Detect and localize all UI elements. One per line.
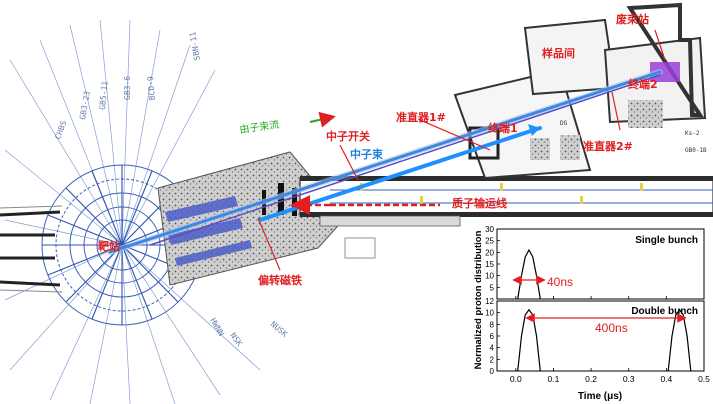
target-radial-lines	[4, 19, 261, 404]
bunch-curve-2-1	[517, 308, 541, 372]
svg-text:GB3-6: GB3-6	[123, 76, 132, 100]
sample-room-label: 样品间	[542, 46, 575, 60]
panel-title-single: Single bunch	[635, 235, 698, 246]
magnet-blocks	[165, 196, 252, 266]
y-tick-label: 8	[490, 320, 495, 329]
terminal1-label: 终端1	[488, 121, 518, 135]
beam-dump-block	[650, 62, 680, 82]
bending-magnet-label: 偏转磁铁	[258, 273, 302, 287]
collimator1-label: 准直器1#	[396, 110, 446, 124]
right-small-text: Ks-2 GB0-1B SLC DG	[560, 110, 707, 154]
y-tick-label: 25	[485, 237, 494, 246]
svg-text:SLC: SLC	[690, 110, 701, 117]
proton-beam-line-label: 质子输运线	[452, 196, 507, 210]
y-tick-label: 15	[485, 260, 494, 269]
svg-text:Ks-2: Ks-2	[685, 130, 700, 137]
y-tick-label: 20	[485, 248, 494, 257]
corridor-wall-bottom	[300, 212, 713, 217]
x-axis-label: Time (μs)	[578, 391, 622, 402]
annotation-40ns: 40ns	[547, 275, 573, 289]
neutron-switch-label: 中子开关	[326, 129, 370, 143]
y-tick-label: 5	[490, 283, 495, 292]
svg-text:GB5-11: GB5-11	[98, 80, 110, 110]
y-tick-label: 10	[485, 309, 494, 318]
neutron-beam-label: 中子束	[350, 147, 384, 161]
corridor-equipment	[330, 189, 713, 204]
y-axis-label: Normalized proton distribution	[473, 230, 484, 369]
corridor-lower-slab	[319, 215, 461, 227]
right-hatched-patches	[530, 100, 663, 160]
y-tick-label: 2	[490, 355, 495, 364]
bunch-curve-2-2	[667, 308, 692, 372]
label-pointer-lines	[257, 29, 666, 271]
right-upper-structure	[626, 2, 704, 117]
terminal2-label: 终端2	[628, 77, 658, 91]
panel-title-double: Double bunch	[631, 306, 698, 317]
x-tick-label: 0.1	[548, 374, 560, 384]
y-tick-label: 0	[490, 367, 495, 376]
y-tick-label: 30	[485, 225, 494, 234]
annotation-400ns: 400ns	[595, 321, 628, 335]
beam-dump-label: 废束站	[616, 12, 649, 26]
svg-text:DG: DG	[560, 120, 568, 127]
small-room	[344, 237, 376, 259]
y-tick-label: 4	[490, 344, 495, 353]
svg-text:BCD-9: BCD-9	[146, 76, 157, 101]
x-tick-label: 0.2	[585, 374, 597, 384]
x-tick-label: 0.3	[623, 374, 635, 384]
y-tick-label: 10	[485, 272, 494, 281]
left-pipe-outlines	[0, 205, 63, 293]
x-tick-label: 0.0	[510, 374, 522, 384]
target-spokes	[42, 165, 202, 325]
y-tick-label: 12	[485, 297, 494, 306]
x-tick-label: 0.4	[660, 374, 672, 384]
svg-text:GB0-1B: GB0-1B	[685, 147, 707, 154]
green-arrow	[309, 111, 336, 128]
corridor-wall-top	[300, 176, 713, 181]
target-station-label: 靶站	[98, 239, 120, 253]
left-beam-pipes	[0, 210, 61, 287]
y-tick-label: 6	[490, 332, 495, 341]
collimator2-label: 准直器2#	[583, 139, 633, 153]
x-tick-label: 0.5	[698, 374, 710, 384]
neutron-beam-arrowhead	[528, 124, 540, 136]
